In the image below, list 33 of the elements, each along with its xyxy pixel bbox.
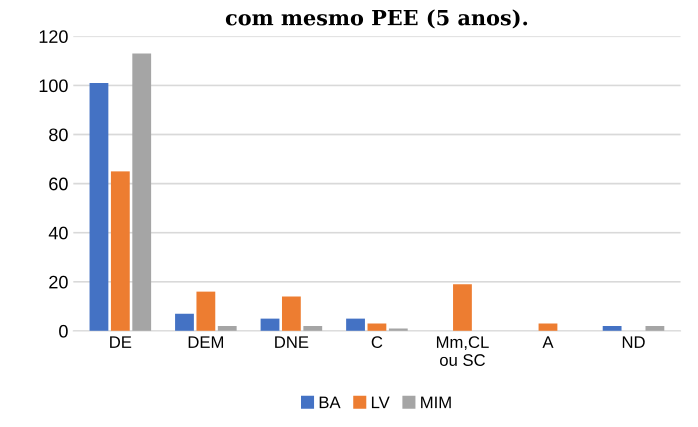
bar [282, 296, 301, 331]
bar [602, 326, 622, 331]
legend-label: BA [320, 396, 341, 408]
x-tick-label: A [542, 336, 554, 348]
bar [175, 314, 194, 331]
bar [132, 53, 152, 331]
x-tick-label: ND [622, 336, 645, 348]
bar [260, 318, 280, 331]
x-tick-label: DEM [188, 336, 224, 348]
y-tick-label: 100 [40, 79, 68, 92]
bar [90, 82, 108, 331]
bar [218, 326, 237, 331]
bar [303, 326, 322, 331]
y-tick-label: 80 [49, 128, 68, 142]
x-tick-label: DE [110, 336, 132, 348]
y-tick-label: 120 [40, 30, 68, 44]
legend-label: MIM [421, 396, 451, 408]
bar [453, 284, 472, 331]
legend-label: LV [372, 396, 390, 408]
y-tick-label: 0 [59, 324, 68, 338]
bar [346, 318, 365, 331]
chart-title: com mesmo PEE (5 anos). [226, 9, 528, 28]
x-tick-label: C [372, 336, 382, 348]
x-tick-label: DNE [275, 336, 308, 348]
bar [538, 324, 558, 331]
y-tick-label: 40 [48, 226, 68, 240]
bar [196, 292, 216, 331]
bar [645, 326, 664, 331]
y-tick-label: 60 [49, 178, 68, 190]
bar [368, 324, 386, 331]
x-tick-label: Mm,CL ou SC [436, 336, 489, 366]
y-tick-label: 20 [49, 276, 68, 289]
bar [110, 171, 130, 331]
